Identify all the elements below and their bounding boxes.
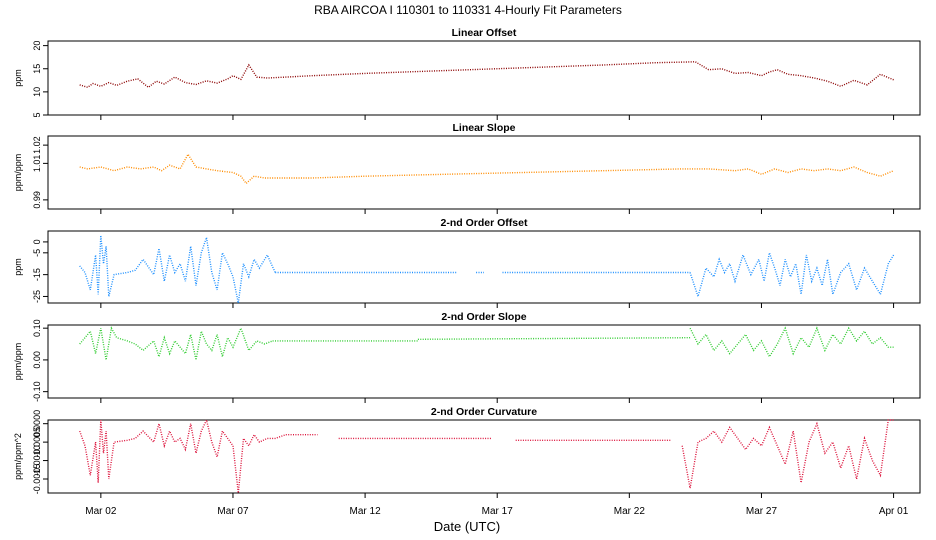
panel-title: Linear Offset xyxy=(452,27,517,39)
x-tick-label: Mar 12 xyxy=(350,506,382,517)
panel-3: 2-nd Order Offset ppm -25 -15 -5 0 xyxy=(13,217,921,308)
x-axis-label: Date (UTC) xyxy=(434,519,500,534)
x-tick-label: Mar 02 xyxy=(85,506,117,517)
y-axis-label: ppm xyxy=(13,69,23,87)
panel-4: 2-nd Order Slope ppm/ppm -0.10 0.00 0.10 xyxy=(13,311,921,403)
series-line xyxy=(79,152,894,185)
y-tick-label: -0.0005 xyxy=(32,427,42,458)
panel-1: Linear Offset ppm 5 10 15 20 xyxy=(13,27,921,120)
series-line xyxy=(79,417,287,494)
panel-2: Linear Slope ppm/ppm 0.99 1.011.02 xyxy=(13,122,921,214)
y-tick-label: 1.01 xyxy=(32,155,42,173)
series-line xyxy=(689,326,894,359)
y-tick-label: 20 xyxy=(32,41,42,51)
panel-title: 2-nd Order Slope xyxy=(441,311,526,323)
y-tick-label: 5 xyxy=(32,112,42,117)
panel-title: 2-nd Order Offset xyxy=(441,217,528,229)
y-tick-label: 15 xyxy=(32,64,42,74)
series-line xyxy=(79,61,894,89)
y-tick-label: 0.00 xyxy=(32,351,42,369)
y-tick-label: -5 xyxy=(32,249,42,257)
x-tick-label: Mar 07 xyxy=(217,506,249,517)
panel-frame xyxy=(47,230,921,304)
y-tick-label: -25 xyxy=(32,290,42,303)
y-axis-label: ppm/ppm xyxy=(13,154,23,192)
y-tick-label: 0.0000 xyxy=(32,410,42,438)
panel-title: 2-nd Order Curvature xyxy=(431,406,537,418)
series-line xyxy=(681,419,894,489)
panel-title: Linear Slope xyxy=(452,122,515,134)
series-line xyxy=(79,326,273,361)
y-axis-label: ppm/ppm^2 xyxy=(13,433,23,480)
y-tick-label: -15 xyxy=(32,268,42,281)
series-line xyxy=(689,250,895,299)
y-tick-label: -0.10 xyxy=(32,381,42,402)
x-tick-label: Mar 17 xyxy=(482,506,514,517)
y-tick-label: 0.99 xyxy=(32,191,42,209)
x-tick-label: Mar 27 xyxy=(746,506,778,517)
y-tick-label: -0.0010 xyxy=(32,445,42,476)
panel-frame xyxy=(47,419,921,494)
panel-frame xyxy=(47,40,921,116)
series-line xyxy=(79,235,276,304)
x-axis: Mar 02 Mar 07 Mar 12 Mar 17 Mar 22 Mar 27 Apr … xyxy=(85,506,908,517)
x-tick-label: Apr 01 xyxy=(879,506,909,517)
y-tick-label: -0.0015 xyxy=(32,464,42,495)
y-axis-label: ppm/ppm xyxy=(13,343,23,381)
series-line xyxy=(417,337,691,340)
y-tick-label: 10 xyxy=(32,87,42,97)
figure-title: RBA AIRCOA I 110301 to 110331 4-Hourly F… xyxy=(314,3,622,17)
x-tick-label: Mar 22 xyxy=(614,506,646,517)
y-tick-label: 1.02 xyxy=(32,136,42,154)
y-tick-label: 0 xyxy=(32,239,42,244)
panels: Linear Offset ppm 5 10 15 20 Linear Slope ppm/p… xyxy=(13,27,921,498)
panel-frame xyxy=(47,135,921,210)
panel-frame xyxy=(47,324,921,399)
y-tick-label: 0.10 xyxy=(32,319,42,337)
y-axis-label: ppm xyxy=(13,258,23,276)
